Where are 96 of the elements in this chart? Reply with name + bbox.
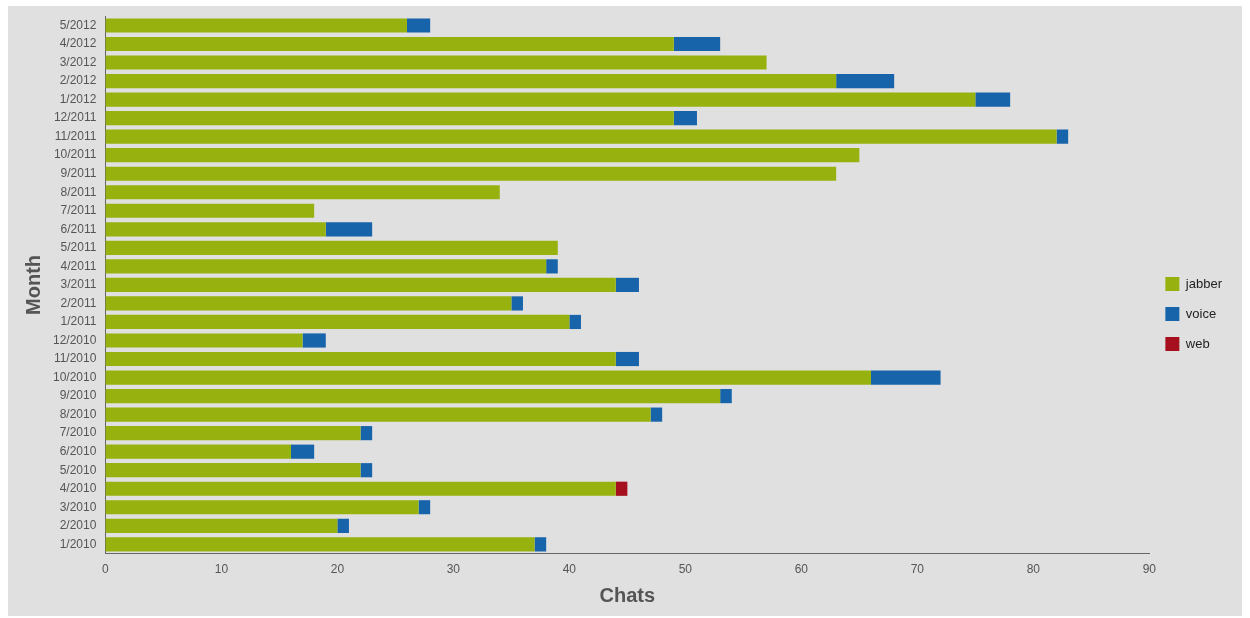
x-tick-label: 30 (446, 562, 461, 577)
bar (105, 92, 976, 107)
bar (105, 296, 512, 311)
x-tick-label: 70 (910, 562, 925, 577)
bar (105, 166, 837, 181)
y-tick-label: 7/2010 (59, 425, 97, 440)
x-axis-title: Chats (599, 583, 656, 606)
bar (302, 333, 326, 348)
x-tick-label: 10 (214, 562, 229, 577)
y-tick-label: 4/2010 (59, 481, 97, 496)
bar (105, 185, 500, 200)
y-tick-label: 5/2012 (59, 17, 97, 32)
bar (105, 500, 419, 515)
bar (105, 351, 616, 367)
y-tick-label: 4/2012 (59, 36, 97, 51)
bar (105, 444, 291, 459)
y-tick-label: 6/2011 (60, 221, 97, 236)
bar (105, 389, 721, 404)
y-tick-label: 10/2011 (53, 147, 97, 162)
y-tick-label: 7/2011 (60, 203, 97, 218)
y-tick-label: 3/2012 (59, 54, 97, 69)
x-tick-label: 50 (678, 562, 693, 577)
bar (105, 370, 871, 385)
bar (360, 463, 373, 478)
bar (720, 389, 732, 404)
y-axis-title: Month (21, 254, 44, 315)
bar (360, 426, 373, 441)
bar (105, 518, 338, 533)
bar (105, 240, 558, 255)
bar (836, 73, 895, 89)
legend-label: voice (1185, 305, 1217, 321)
bar (105, 73, 837, 89)
bar (673, 36, 721, 52)
bar (105, 537, 535, 552)
bar (673, 111, 697, 126)
bar (975, 92, 1011, 107)
bar (615, 277, 639, 292)
bar (650, 407, 663, 422)
bar (105, 222, 326, 237)
y-tick-label: 4/2011 (60, 258, 97, 273)
bar (615, 481, 628, 496)
x-tick-label: 40 (562, 562, 577, 577)
bar (406, 18, 431, 33)
y-tick-label: 1/2012 (59, 91, 97, 106)
bar (105, 129, 1057, 144)
bar (569, 314, 581, 330)
x-tick-label: 20 (330, 562, 345, 577)
y-tick-label: 11/2011 (54, 128, 97, 143)
bar (615, 351, 639, 367)
bar (325, 222, 373, 237)
y-tick-label: 3/2011 (60, 277, 97, 292)
bar (105, 111, 674, 126)
y-tick-label: 6/2010 (59, 443, 97, 458)
y-tick-label: 9/2010 (59, 388, 97, 403)
bar (105, 36, 674, 52)
bar (1056, 129, 1069, 144)
y-tick-label: 12/2011 (53, 110, 97, 125)
x-tick-label: 90 (1142, 562, 1157, 577)
y-tick-label: 8/2011 (60, 184, 97, 199)
y-tick-label: 2/2010 (59, 518, 97, 533)
bar (105, 55, 767, 70)
bar (105, 314, 570, 330)
y-tick-label: 2/2012 (59, 73, 97, 88)
legend-label: jabber (1184, 275, 1223, 291)
bar (870, 370, 941, 385)
bar (534, 537, 547, 552)
bar (105, 333, 303, 348)
bar (105, 203, 315, 218)
bar (105, 148, 860, 163)
y-tick-label: 10/2010 (52, 369, 97, 384)
y-tick-label: 12/2010 (52, 332, 97, 347)
y-tick-label: 5/2010 (59, 462, 97, 477)
y-tick-label: 3/2010 (59, 499, 97, 514)
y-tick-label: 1/2011 (60, 314, 97, 329)
bar (105, 481, 616, 496)
legend-label: web (1184, 335, 1210, 351)
y-tick-label: 9/2011 (60, 166, 97, 181)
bar (337, 518, 349, 533)
bar (105, 426, 361, 441)
bar (290, 444, 315, 459)
y-tick-label: 2/2011 (60, 295, 97, 310)
bar (418, 500, 431, 515)
y-tick-label: 8/2010 (59, 406, 97, 421)
x-tick-label: 0 (102, 562, 110, 577)
y-tick-label: 5/2011 (60, 240, 97, 255)
y-tick-label: 1/2010 (59, 536, 97, 551)
bar (105, 18, 407, 33)
x-tick-label: 80 (1026, 562, 1041, 577)
bar (105, 463, 361, 478)
bar (105, 259, 547, 274)
x-tick-label: 60 (794, 562, 809, 577)
bar (105, 277, 616, 292)
bar (511, 296, 523, 311)
y-tick-label: 11/2010 (53, 351, 97, 366)
bar (546, 259, 558, 274)
bar (105, 407, 651, 422)
